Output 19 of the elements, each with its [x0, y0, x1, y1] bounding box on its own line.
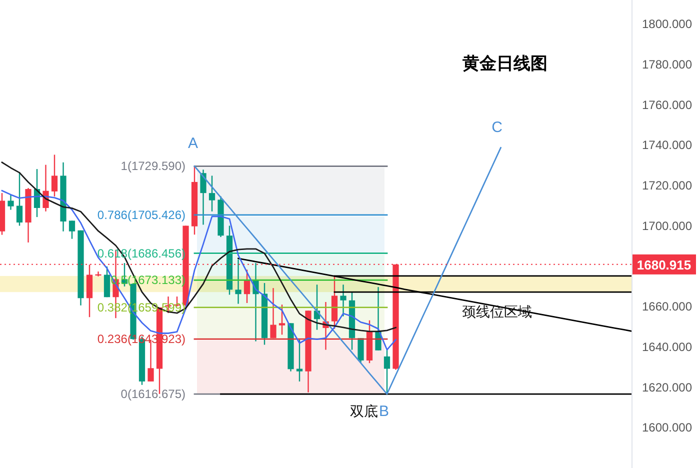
- y-tick-label: 1640.000: [642, 340, 692, 354]
- series-label: 0(1616.675): [120, 387, 186, 402]
- y-tick-label: 1660.000: [642, 300, 692, 314]
- y-tick-label: 1800.000: [642, 17, 692, 32]
- y-tick-label: 1740.000: [642, 138, 692, 152]
- y-tick-label: 1620.000: [642, 380, 692, 394]
- y-tick-label: 1760.000: [642, 98, 692, 112]
- series-label: 0.786(1705.426): [97, 208, 186, 222]
- y-tick-label: 1600.000: [642, 420, 692, 435]
- annotation: C: [492, 119, 503, 136]
- series-label: 1(1729.590): [120, 159, 186, 174]
- annotation: B: [378, 403, 390, 420]
- text: 黄金日线图: [462, 54, 548, 73]
- annotation: 双底: [350, 403, 378, 419]
- y-tick-label: 1720.000: [642, 178, 692, 193]
- annotation: A: [188, 135, 198, 152]
- ref-line-label: 1680.915: [636, 257, 692, 272]
- y-tick-label: 1780.000: [642, 58, 692, 72]
- y-tick-label: 1700.000: [642, 218, 692, 233]
